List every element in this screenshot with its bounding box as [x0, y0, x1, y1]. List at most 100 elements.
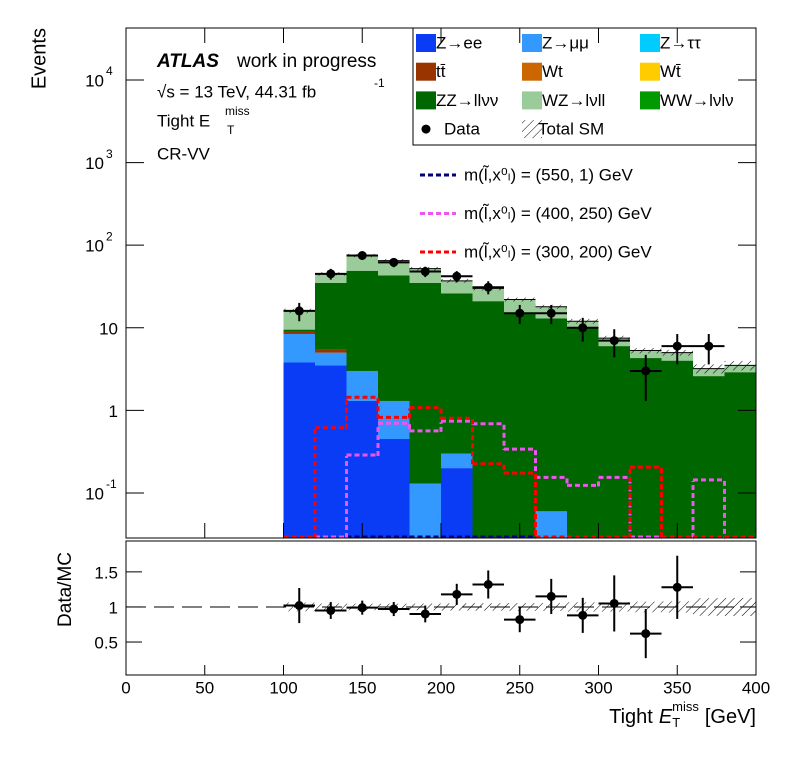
x-tick-label: 400: [742, 678, 770, 697]
stack-bar: [315, 349, 347, 353]
data-point: [515, 308, 525, 318]
plot: [126, 251, 756, 659]
y-tick-label: 10: [85, 484, 104, 503]
stack-bar: [724, 372, 756, 538]
ratio-point: [326, 605, 336, 615]
y-tick-exponent: 3: [106, 147, 113, 161]
selection-label: Tight E: [157, 111, 210, 130]
ratio-point: [578, 610, 588, 620]
stack-bar: [661, 360, 693, 538]
legend-label: Z→μμ: [542, 33, 589, 52]
legend-swatch: [640, 34, 660, 52]
ratio-point: [609, 598, 619, 608]
data-point: [389, 257, 399, 267]
legend-swatch: [522, 34, 542, 52]
stack-bar: [535, 511, 567, 538]
legend-label: Data: [444, 120, 480, 139]
stack-bar: [283, 329, 315, 332]
legend-label: WZ→lνll: [542, 91, 605, 110]
stack-bar: [504, 313, 536, 538]
x-label-sup: miss: [672, 699, 699, 714]
stack-bar: [409, 483, 441, 538]
x-tick-label: 150: [348, 678, 376, 697]
stack-bar: [441, 280, 473, 294]
y-tick-label: 10: [85, 154, 104, 173]
region-label: CR-VV: [157, 144, 211, 163]
stack-bar: [315, 352, 347, 366]
stack-bar: [535, 318, 567, 512]
ratio-point: [389, 604, 399, 614]
legend-swatch: [640, 91, 660, 110]
ratio-point: [357, 603, 367, 613]
stack-bar: [567, 327, 599, 538]
ratio-uncertainty: [472, 603, 504, 611]
legend-swatch: [522, 62, 542, 81]
stack-bar: [378, 439, 410, 538]
ratio-point: [420, 609, 430, 619]
legend-box: [412, 27, 757, 146]
y-tick-label: 10: [99, 319, 118, 338]
stack-bar: [283, 331, 315, 335]
ratio-point: [515, 615, 525, 625]
ratio-y-label: Data/MC: [55, 552, 76, 627]
x-tick-label: 100: [269, 678, 297, 697]
energy-sup: -1: [374, 76, 385, 90]
x-tick-label: 200: [427, 678, 455, 697]
legend-label: Wt̄: [660, 62, 681, 81]
legend-label: Z→ee: [436, 33, 482, 52]
data-point: [452, 271, 462, 281]
data-point: [609, 336, 619, 346]
stack-bar: [283, 362, 315, 538]
y-tick-label: 10: [85, 71, 104, 90]
legend-label: m(l̃,x⁰ₗ) = (300, 200) GeV: [464, 241, 652, 261]
legend-label: Wt: [542, 62, 563, 81]
legend-swatch: [416, 34, 436, 52]
data-point: [420, 267, 430, 277]
stack-bar: [378, 260, 410, 276]
y-tick-exponent: 4: [106, 64, 113, 78]
stack-bar: [441, 468, 473, 538]
stack-bar: [283, 334, 315, 363]
stack-bar: [441, 293, 473, 454]
data-point: [672, 341, 682, 351]
x-tick-label: 0: [121, 678, 130, 697]
ratio-point: [641, 629, 651, 639]
data-point: [641, 366, 651, 376]
stack-bar: [693, 376, 725, 538]
legend-swatch: [416, 91, 436, 110]
legend-label: ZZ→llνν: [436, 91, 498, 110]
y-tick-label: 1: [109, 402, 118, 421]
stack-bar: [441, 453, 473, 469]
x-tick-label: 350: [663, 678, 691, 697]
stack-bar: [346, 255, 378, 271]
stack-bar: [346, 270, 378, 371]
selection-sub: T: [227, 123, 235, 137]
stack-bar: [409, 282, 441, 484]
data-point: [326, 269, 336, 279]
legend-label: Total SM: [538, 120, 604, 139]
ratio-point: [294, 601, 304, 611]
stack-bar: [630, 350, 662, 359]
legend-swatch: [522, 91, 542, 110]
legend-data-marker: [421, 124, 431, 134]
selection-sup: miss: [225, 104, 250, 118]
legend-label: Z→ττ: [660, 33, 701, 52]
legend-swatch: [640, 62, 660, 81]
ratio-point: [452, 589, 462, 599]
y-axis-label: Events: [28, 28, 50, 89]
x-tick-label: 250: [506, 678, 534, 697]
stack-bar: [598, 346, 630, 538]
legend-swatch: [416, 62, 436, 81]
data-point: [357, 251, 367, 261]
stack-bar: [472, 288, 504, 302]
ratio-y-tick-label: 0.5: [94, 634, 118, 653]
legend-sm-swatch: [522, 120, 542, 139]
data-point: [704, 341, 714, 351]
ratio-point: [672, 582, 682, 592]
legend-label: tt̄: [436, 62, 446, 81]
legend-label: m(l̃,x⁰ₗ) = (550, 1) GeV: [464, 164, 633, 184]
data-point: [546, 308, 556, 318]
stack-bar: [472, 301, 504, 538]
stack-bar: [378, 275, 410, 401]
